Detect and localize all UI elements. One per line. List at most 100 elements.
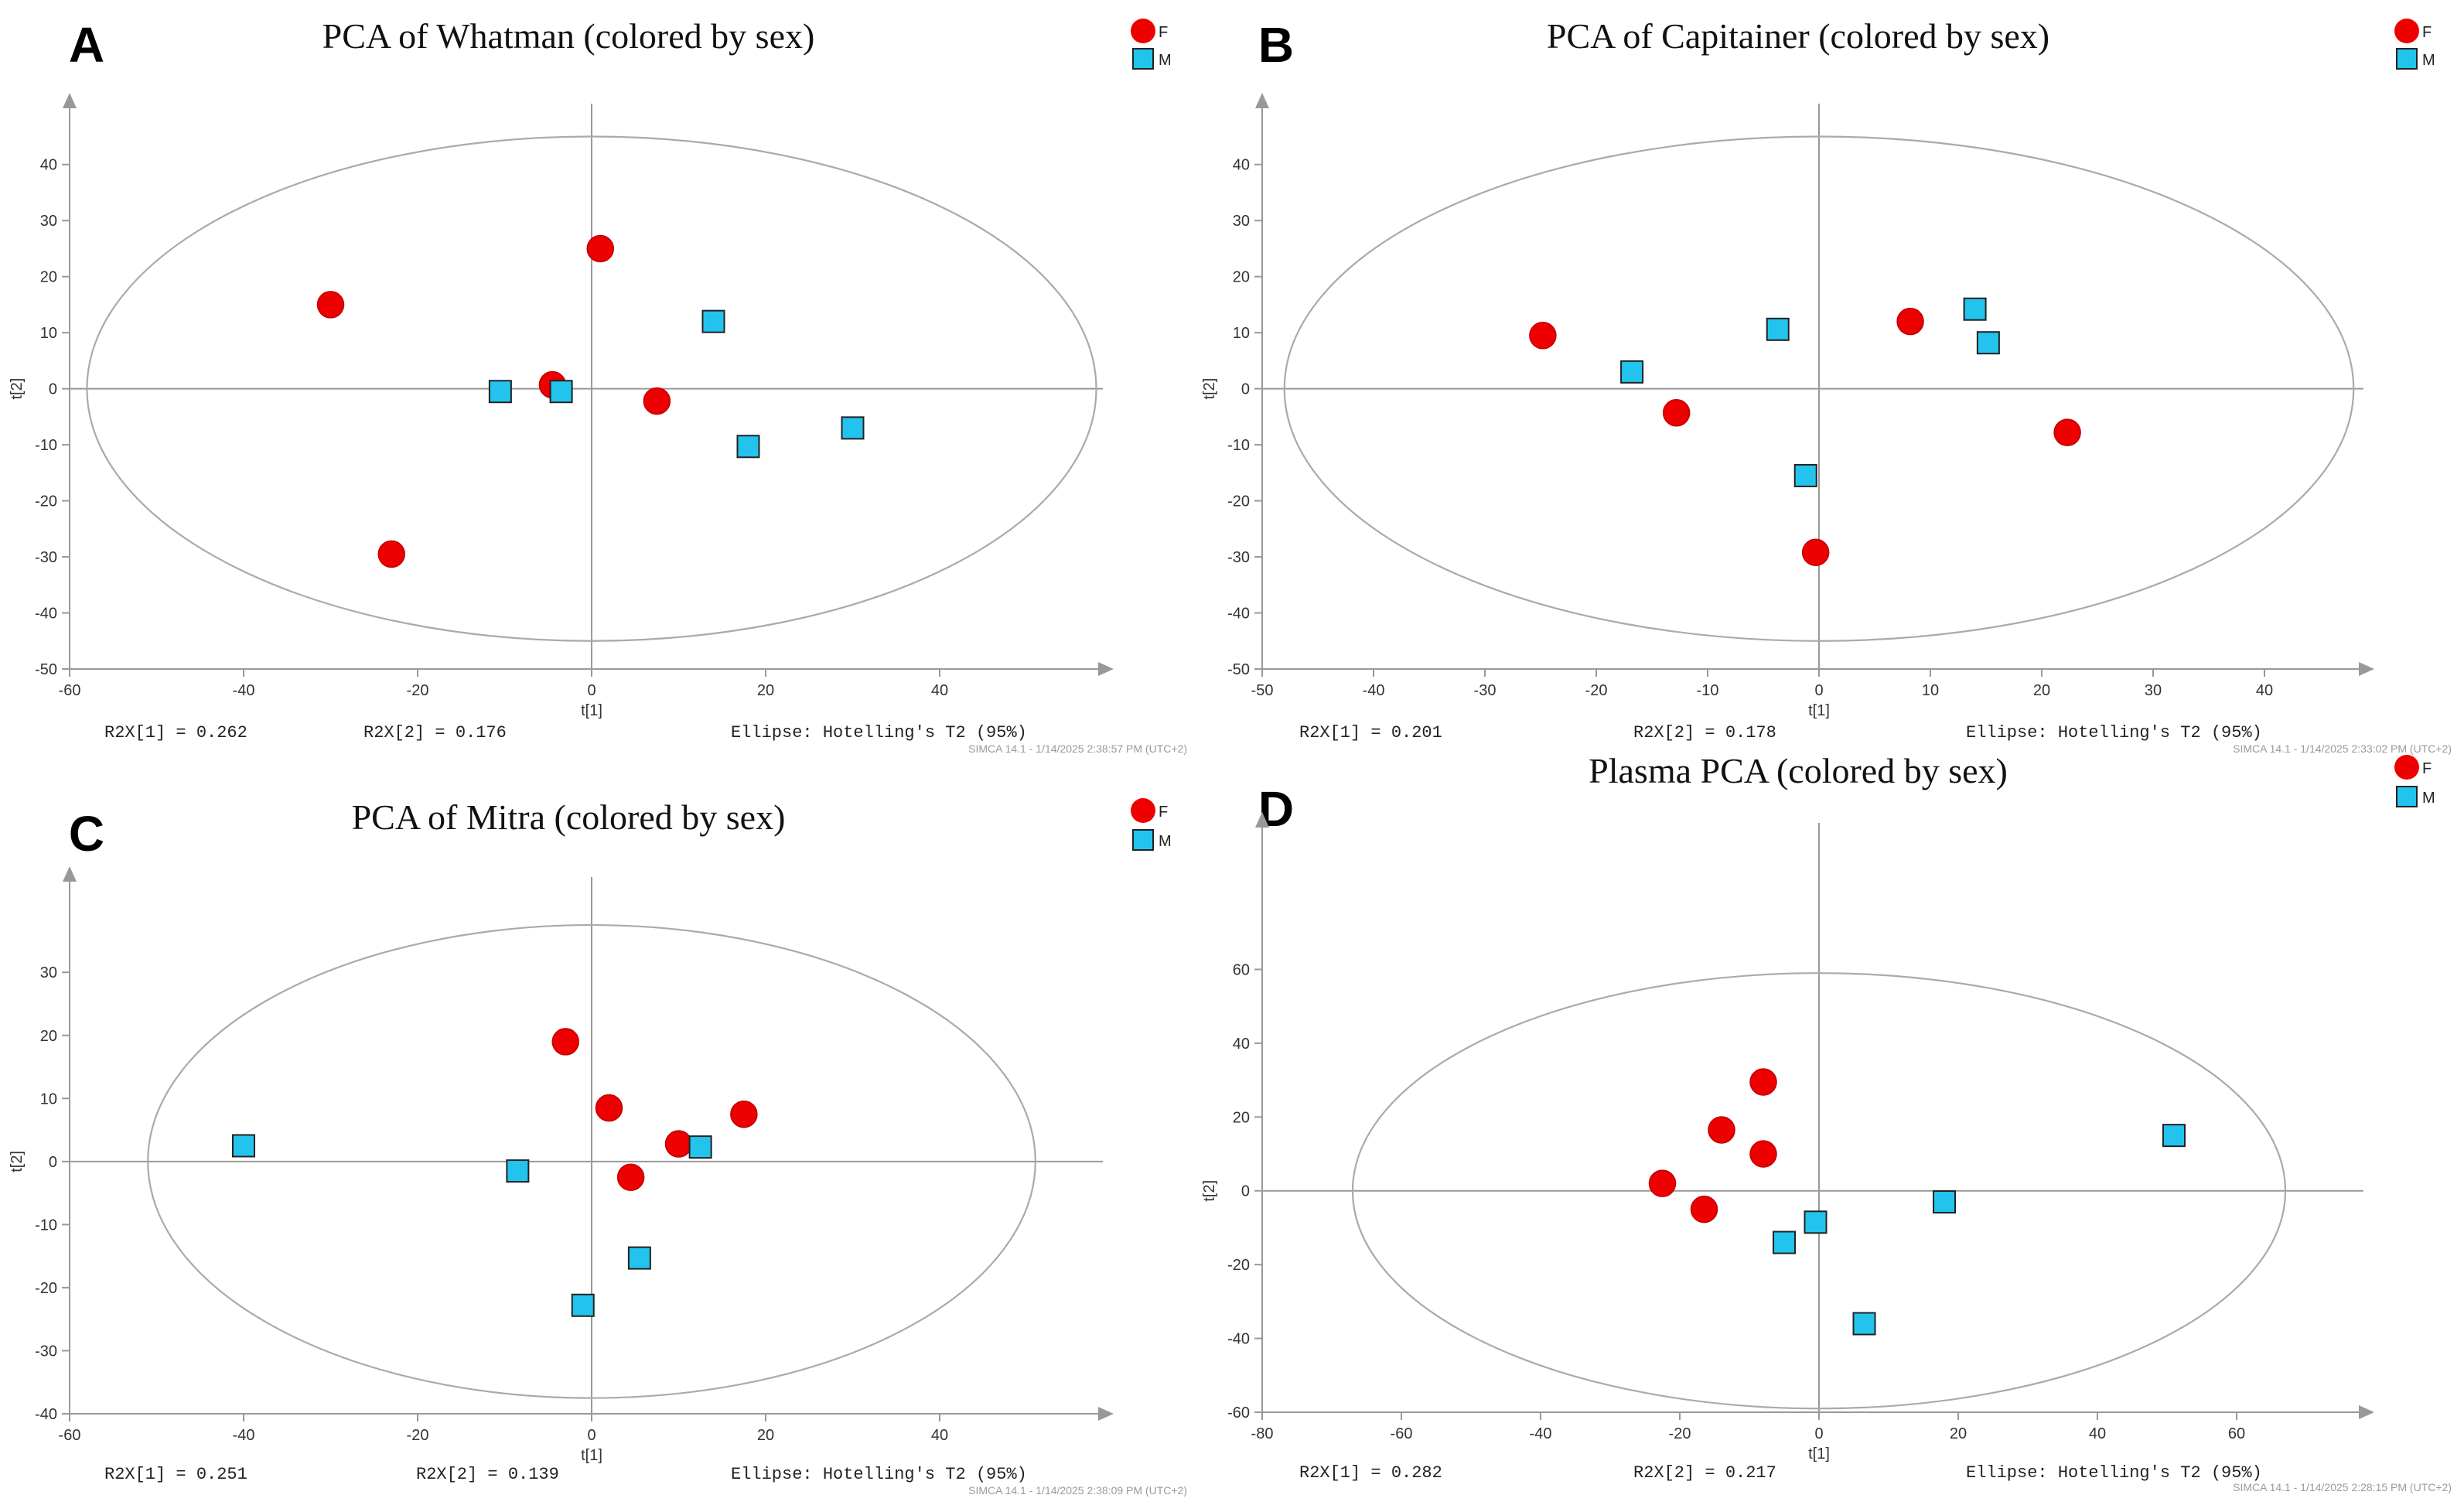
x-tick-label: -20 [407,1427,429,1444]
y-axis-label: t[2] [1201,378,1218,400]
y-axis-arrow [63,93,77,108]
point-male [1804,1210,1828,1234]
point-male [571,1293,595,1317]
point-female [1529,322,1557,350]
y-tick-label: -50 [35,661,57,678]
y-tick-label: -30 [35,549,57,566]
simca-footnote: SIMCA 14.1 - 1/14/2025 2:38:09 PM (UTC+2… [968,1484,1187,1497]
simca-footnote: SIMCA 14.1 - 1/14/2025 2:33:02 PM (UTC+2… [2233,742,2452,755]
y-tick-label: -40 [1227,606,1250,623]
y-tick-label: 0 [49,1154,57,1171]
y-tick-label: -20 [1227,1257,1250,1274]
point-female [1662,399,1691,427]
point-female [664,1130,693,1158]
point-male [1766,317,1790,341]
hotelling-ellipse [1283,135,2355,642]
x-tick-label: 0 [587,1427,596,1444]
panel-b: B PCA of Capitainer (colored by sex) -50 -4… [1201,16,2452,755]
legend-male-label: M [2422,52,2435,69]
legend-female-marker [2394,755,2419,780]
legend-female-label: F [1159,24,1168,41]
x-tick-label: -30 [1474,682,1496,699]
point-male [488,380,512,404]
y-axis-label: t[2] [9,378,26,400]
point-male [1620,360,1644,384]
y-tick-label: 30 [40,964,57,981]
x-tick-label: 0 [587,682,596,699]
x-tick-label: 20 [757,682,774,699]
ellipse-stat: Ellipse: Hotelling's T2 (95%) [731,723,1027,742]
x-tick-label: -40 [233,1427,255,1444]
x-tick-label: 40 [2256,682,2273,699]
x-tick-label: 30 [2145,682,2162,699]
y-tick-label: -10 [1227,437,1250,454]
y-tick-label: -30 [35,1343,57,1360]
panel-letter: B [1258,17,1294,73]
x-axis-arrow [2359,1405,2374,1419]
point-male [1976,331,2000,355]
panel-letter: D [1258,781,1294,837]
legend-female-marker [1131,19,1155,43]
x-tick-label: -20 [1669,1425,1691,1442]
y-tick-label: 10 [1233,325,1250,342]
point-male [232,1134,255,1158]
point-male [688,1135,712,1159]
point-female [1749,1140,1777,1168]
point-male [549,380,573,404]
y-axis-arrow [1255,93,1269,108]
point-female [730,1100,758,1128]
x-tick-label: 20 [2033,682,2050,699]
r2x1-stat: R2X[1] = 0.282 [1299,1463,1442,1483]
x-tick-label: -60 [59,1427,81,1444]
point-male [1773,1230,1796,1254]
legend-female-label: F [1159,804,1168,821]
point-female [616,1163,645,1191]
point-male [1852,1312,1876,1336]
ellipse-stat: Ellipse: Hotelling's T2 (95%) [731,1465,1027,1484]
x-axis-label: t[1] [1808,702,1830,719]
y-tick-label: 10 [40,325,57,342]
r2x2-stat: R2X[2] = 0.178 [1633,723,1776,742]
point-male [841,416,865,440]
legend-female-label: F [2422,760,2432,777]
ellipse-stat: Ellipse: Hotelling's T2 (95%) [1966,1463,2262,1483]
point-female [377,540,405,568]
r2x1-stat: R2X[1] = 0.262 [104,723,247,742]
point-female [586,234,614,263]
panel-letter: A [69,17,104,73]
r2x1-stat: R2X[1] = 0.201 [1299,723,1442,742]
point-male [2162,1124,2186,1148]
x-tick-label: -20 [407,682,429,699]
point-female [1749,1068,1777,1096]
y-tick-label: -20 [35,1280,57,1297]
y-tick-label: 0 [1241,1183,1250,1200]
y-tick-label: -40 [1227,1331,1250,1348]
point-female [643,387,671,415]
point-female [595,1094,623,1122]
legend-female-marker [1131,798,1155,823]
x-tick-label: -20 [1585,682,1608,699]
point-female [316,291,345,319]
legend-male-label: M [1159,833,1172,850]
y-tick-label: -20 [35,493,57,510]
y-tick-label: 30 [1233,213,1250,230]
hotelling-ellipse [147,923,1036,1399]
x-axis-label: t[1] [1808,1445,1830,1463]
y-tick-label: -10 [35,437,57,454]
y-axis-label: t[2] [1201,1180,1218,1202]
x-axis-arrow [1098,1407,1114,1421]
x-tick-label: 0 [1814,682,1823,699]
chart-title: PCA of Whatman (colored by sex) [323,16,815,56]
x-tick-label: 20 [757,1427,774,1444]
y-axis-label: t[2] [9,1151,26,1172]
y-tick-label: 20 [1233,1109,1250,1126]
point-male [701,309,725,333]
y-tick-label: -20 [1227,493,1250,510]
x-tick-label: -40 [1530,1425,1552,1442]
x-axis-label: t[1] [581,1447,602,1464]
panel-letter: C [69,806,104,862]
x-tick-label: -80 [1251,1425,1274,1442]
point-male [1963,297,1987,321]
y-tick-label: 20 [40,1028,57,1045]
